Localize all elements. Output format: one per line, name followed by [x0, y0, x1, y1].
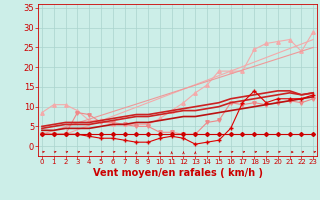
X-axis label: Vent moyen/en rafales ( km/h ): Vent moyen/en rafales ( km/h ) — [92, 168, 263, 178]
